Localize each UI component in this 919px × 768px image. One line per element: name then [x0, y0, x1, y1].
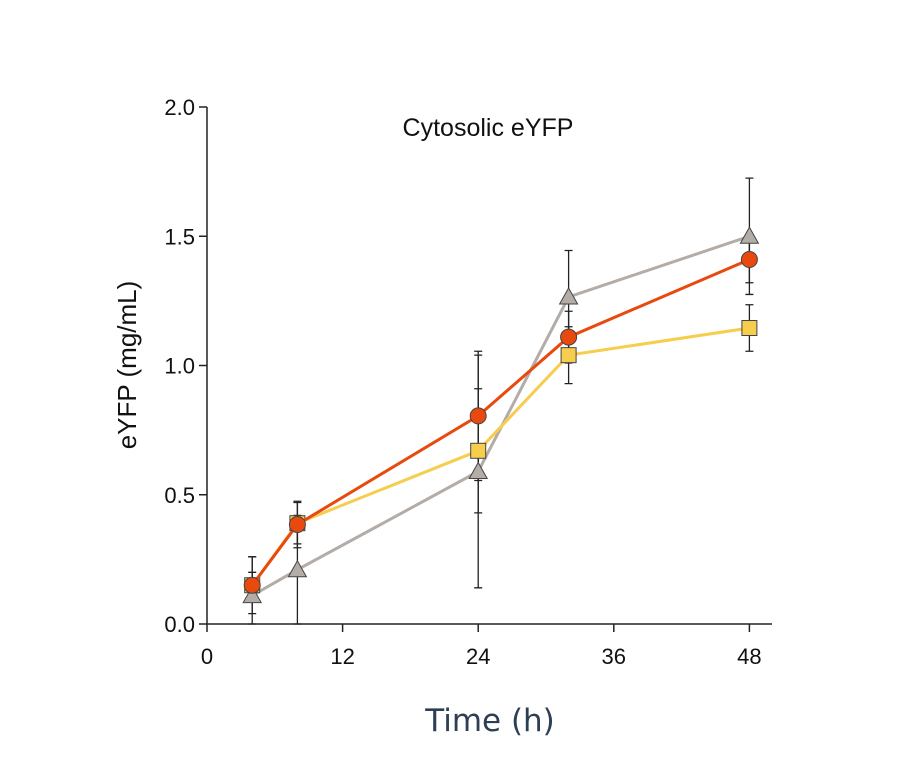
point: [288, 515, 306, 533]
x-tick-label: 36: [602, 644, 626, 669]
x-tick-label: 48: [737, 644, 761, 669]
chart-title: Cytosolic eYFP: [403, 114, 574, 142]
point: [739, 226, 760, 244]
point: [242, 585, 263, 604]
series-line: [250, 326, 750, 587]
x-axis-label: Time (h): [424, 703, 555, 739]
x-tick-label: 24: [466, 644, 490, 669]
point: [560, 347, 577, 364]
y-tick-label: 1.5: [164, 224, 195, 249]
x-tick-label: 0: [201, 644, 213, 669]
point: [469, 407, 487, 425]
y-tick-label: 1.0: [164, 354, 195, 379]
x-tick-label: 12: [330, 644, 354, 669]
point: [470, 442, 487, 459]
series-line: [250, 258, 750, 587]
y-tick-label: 0.0: [164, 612, 195, 637]
point: [741, 320, 758, 337]
y-tick-label: 0.5: [164, 483, 195, 508]
point: [468, 461, 489, 479]
point: [558, 286, 579, 305]
point: [243, 576, 261, 594]
point: [740, 251, 758, 269]
y-tick-label: 2.0: [164, 95, 195, 120]
point: [560, 328, 578, 346]
y-axis-label: eYFP (mg/mL): [112, 281, 142, 450]
point: [287, 559, 308, 578]
